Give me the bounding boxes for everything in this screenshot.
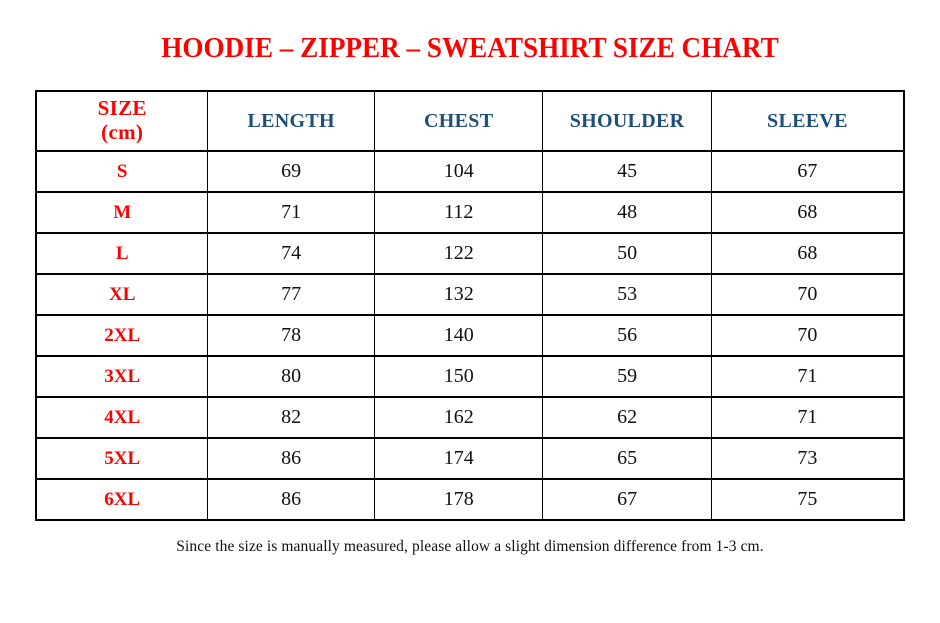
table-header-row: SIZE (cm) LENGTH CHEST SHOULDER SLEEVE <box>35 90 905 152</box>
shoulder-value: 45 <box>542 150 712 193</box>
size-label: 4XL <box>35 396 209 439</box>
stray-period-mark: . <box>474 35 478 50</box>
size-label: 6XL <box>35 478 209 521</box>
table-row: 3XL 80 150 59 71 <box>35 355 905 398</box>
sleeve-value: 71 <box>710 396 905 439</box>
table-row: M 71 112 48 68 <box>35 191 905 234</box>
chest-value: 112 <box>373 191 544 234</box>
length-value: 86 <box>207 478 375 521</box>
shoulder-value: 67 <box>542 478 712 521</box>
table-row: 6XL 86 178 67 75 <box>35 478 905 521</box>
chest-value: 104 <box>373 150 544 193</box>
length-value: 82 <box>207 396 375 439</box>
column-header-chest: CHEST <box>373 90 544 152</box>
length-value: 78 <box>207 314 375 357</box>
size-label: S <box>35 150 209 193</box>
shoulder-value: 65 <box>542 437 712 480</box>
table-row: 4XL 82 162 62 71 <box>35 396 905 439</box>
sleeve-value: 73 <box>710 437 905 480</box>
sleeve-value: 68 <box>710 191 905 234</box>
table-row: 5XL 86 174 65 73 <box>35 437 905 480</box>
shoulder-value: 56 <box>542 314 712 357</box>
sleeve-value: 67 <box>710 150 905 193</box>
chest-value: 140 <box>373 314 544 357</box>
column-header-sleeve: SLEEVE <box>710 90 905 152</box>
size-label: M <box>35 191 209 234</box>
length-value: 69 <box>207 150 375 193</box>
chest-value: 122 <box>373 232 544 275</box>
chest-value: 132 <box>373 273 544 316</box>
shoulder-value: 62 <box>542 396 712 439</box>
size-label: 2XL <box>35 314 209 357</box>
shoulder-value: 59 <box>542 355 712 398</box>
sleeve-value: 71 <box>710 355 905 398</box>
size-label: XL <box>35 273 209 316</box>
column-header-length: LENGTH <box>207 90 375 152</box>
length-value: 80 <box>207 355 375 398</box>
sleeve-value: 70 <box>710 314 905 357</box>
table-row: L 74 122 50 68 <box>35 232 905 275</box>
table-row: 2XL 78 140 56 70 <box>35 314 905 357</box>
shoulder-value: 53 <box>542 273 712 316</box>
column-header-size-cm: SIZE (cm) <box>35 90 209 152</box>
size-header-line1: SIZE <box>97 96 147 121</box>
chest-value: 150 <box>373 355 544 398</box>
sleeve-value: 68 <box>710 232 905 275</box>
chest-value: 174 <box>373 437 544 480</box>
length-value: 71 <box>207 191 375 234</box>
size-label: L <box>35 232 209 275</box>
chest-value: 162 <box>373 396 544 439</box>
column-header-shoulder: SHOULDER <box>542 90 712 152</box>
measurement-disclaimer: Since the size is manually measured, ple… <box>176 538 764 555</box>
page-title: HOODIE – ZIPPER – SWEATSHIRT SIZE CHART <box>161 33 779 64</box>
shoulder-value: 48 <box>542 191 712 234</box>
table-row: S 69 104 45 67 <box>35 150 905 193</box>
sleeve-value: 70 <box>710 273 905 316</box>
chest-value: 178 <box>373 478 544 521</box>
size-chart-table: SIZE (cm) LENGTH CHEST SHOULDER SLEEVE S… <box>35 90 905 521</box>
length-value: 74 <box>207 232 375 275</box>
shoulder-value: 50 <box>542 232 712 275</box>
size-header-line2: (cm) <box>101 120 144 144</box>
table-row: XL 77 132 53 70 <box>35 273 905 316</box>
length-value: 77 <box>207 273 375 316</box>
length-value: 86 <box>207 437 375 480</box>
size-label: 3XL <box>35 355 209 398</box>
sleeve-value: 75 <box>710 478 905 521</box>
size-label: 5XL <box>35 437 209 480</box>
